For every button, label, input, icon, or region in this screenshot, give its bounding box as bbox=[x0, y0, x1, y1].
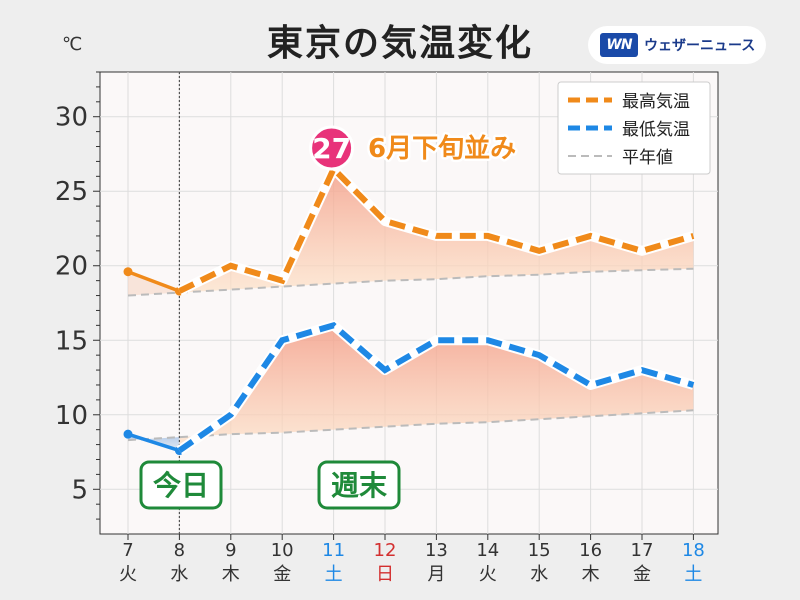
high-temp-forecast-area bbox=[179, 168, 694, 293]
legend-box bbox=[557, 81, 711, 175]
x-tick-label-day: 16 bbox=[579, 540, 602, 561]
x-tick-label-weekday: 火 bbox=[119, 564, 137, 585]
x-tick-label-weekday: 木 bbox=[222, 564, 240, 585]
low-temp-point bbox=[123, 429, 133, 439]
x-tick-label-weekday: 金 bbox=[273, 564, 291, 585]
x-tick-label-day: 11 bbox=[322, 540, 345, 561]
peak-annotation-text: 6月下旬並み bbox=[368, 134, 516, 164]
x-tick-label-weekday: 月 bbox=[427, 564, 445, 585]
high-temp-observed-line bbox=[127, 270, 181, 293]
x-tick-label-weekday: 火 bbox=[479, 564, 497, 585]
low-temp-forecast-area bbox=[179, 325, 694, 451]
x-tick-label-day: 18 bbox=[682, 540, 705, 561]
normal-high-line bbox=[127, 267, 694, 297]
x-tick-label-weekday: 木 bbox=[582, 564, 600, 585]
peak-value-badge bbox=[309, 125, 355, 171]
low-temp-forecast-line bbox=[177, 322, 695, 454]
low-temp-observed-line bbox=[127, 432, 180, 453]
y-tick-label: 15 bbox=[55, 326, 88, 356]
x-tick-label-day: 17 bbox=[631, 540, 654, 561]
x-tick-label-day: 12 bbox=[374, 540, 397, 561]
x-tick-label-day: 10 bbox=[271, 540, 294, 561]
x-tick-label-day: 13 bbox=[425, 540, 448, 561]
y-tick-label: 30 bbox=[55, 103, 88, 133]
weathernews-logo: WN ウェザーニュース bbox=[588, 26, 766, 64]
today-label-box bbox=[139, 460, 223, 510]
weathernews-logo-text: ウェザーニュース bbox=[644, 38, 756, 54]
peak-value-text: 27 bbox=[312, 132, 351, 165]
legend-low-label: 最低気温 bbox=[622, 120, 690, 140]
legend-normal-label: 平年値 bbox=[622, 148, 673, 168]
x-tick-label-weekday: 金 bbox=[633, 564, 651, 585]
x-tick-label-weekday: 日 bbox=[376, 564, 394, 585]
weekend-label-box bbox=[317, 460, 401, 510]
weekend-label-text: 週末 bbox=[331, 469, 387, 502]
y-tick-label: 20 bbox=[55, 252, 88, 282]
weathernews-logo-icon: WN bbox=[600, 33, 638, 57]
high-temp-forecast-line bbox=[178, 163, 695, 294]
today-label-text: 今日 bbox=[153, 469, 209, 502]
x-tick-label-day: 15 bbox=[528, 540, 551, 561]
x-tick-label-day: 9 bbox=[225, 540, 236, 561]
y-axis-unit-label: ℃ bbox=[62, 34, 83, 55]
chart-title: 東京の気温変化 bbox=[266, 23, 533, 64]
x-tick-label-weekday: 土 bbox=[684, 564, 702, 585]
x-tick-label-day: 14 bbox=[476, 540, 499, 561]
x-tick-label-day: 8 bbox=[174, 540, 185, 561]
x-tick-label-weekday: 水 bbox=[170, 564, 188, 585]
x-tick-label-weekday: 水 bbox=[530, 564, 548, 585]
y-tick-label: 5 bbox=[71, 475, 88, 505]
high-temp-point bbox=[123, 267, 133, 277]
normal-low-line bbox=[127, 409, 694, 442]
x-tick-label-day: 7 bbox=[122, 540, 133, 561]
y-tick-label: 10 bbox=[55, 401, 88, 431]
y-tick-label: 25 bbox=[55, 177, 88, 207]
legend-high-label: 最高気温 bbox=[622, 92, 690, 112]
x-tick-label-weekday: 土 bbox=[325, 564, 343, 585]
